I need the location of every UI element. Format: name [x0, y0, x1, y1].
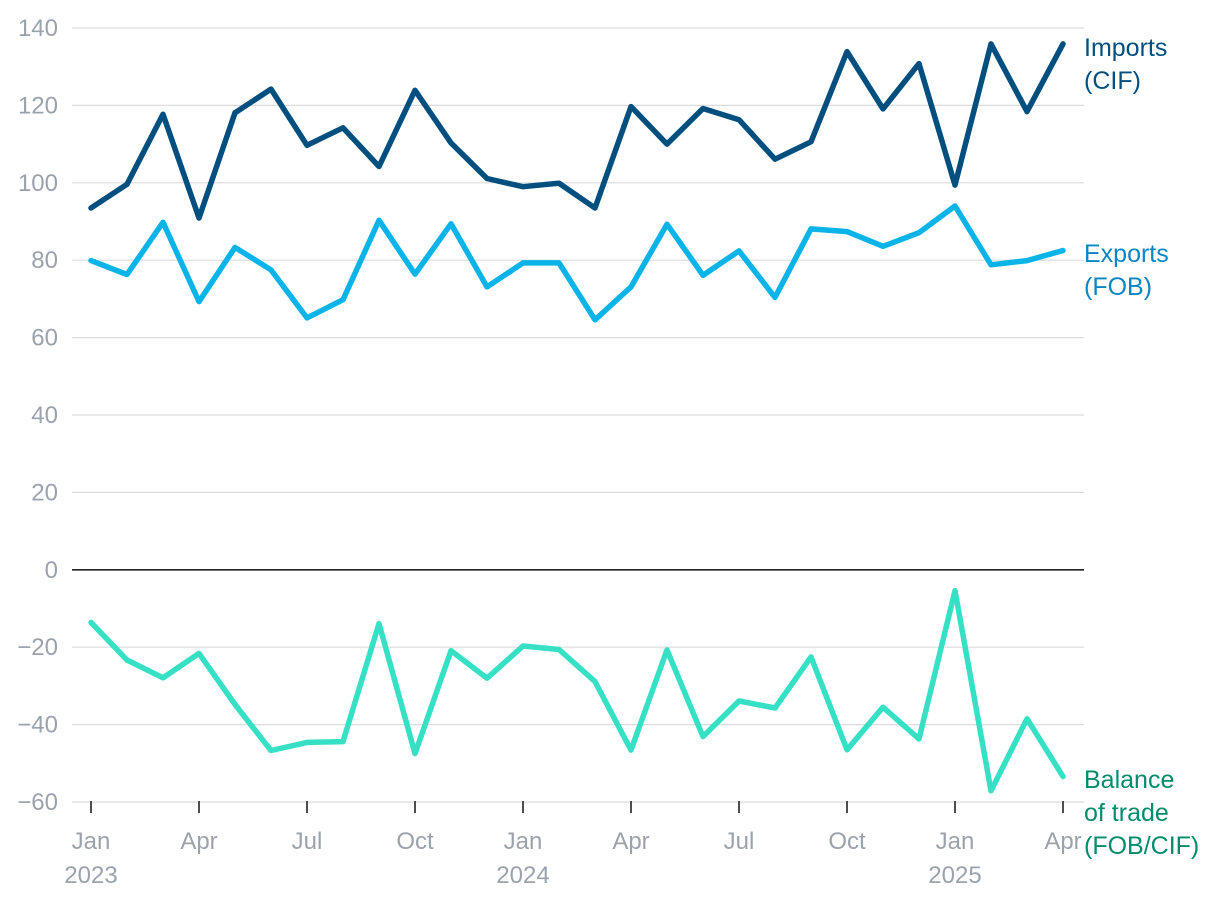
- x-tick-label: Apr: [1044, 828, 1081, 855]
- x-tick-label: Jan: [936, 828, 975, 855]
- y-tick-label: 140: [18, 15, 58, 42]
- y-tick-label: −20: [17, 634, 58, 661]
- gridlines: [72, 27, 1084, 803]
- series-label-imports: Imports: [1084, 34, 1167, 62]
- series-lines: [88, 41, 1066, 794]
- x-tick-label: Apr: [612, 828, 649, 855]
- series-label-balance: of trade: [1084, 799, 1169, 827]
- x-tick-label: Apr: [180, 828, 217, 855]
- x-tick-label: Jan: [72, 828, 111, 855]
- y-axis: 140 120 100 80 60 40 20 0 −20 −40 −60: [17, 15, 58, 816]
- x-tick-year-label: 2025: [928, 862, 981, 889]
- y-tick-label: −40: [17, 712, 58, 739]
- x-tick-label: Jan: [504, 828, 543, 855]
- x-tick-label: Jul: [724, 828, 755, 855]
- series-line-imports: [88, 41, 1066, 221]
- x-tick-year-label: 2023: [64, 862, 117, 889]
- series-label-balance: Balance: [1084, 766, 1174, 794]
- y-tick-label: 120: [18, 92, 58, 119]
- y-tick-label: 60: [31, 325, 58, 352]
- series-labels: Imports (CIF) Exports (FOB) Balance of trade (…: [1084, 34, 1199, 860]
- series-label-balance: (FOB/CIF): [1084, 832, 1199, 860]
- x-tick-label: Oct: [828, 828, 866, 855]
- series-label-exports: Exports: [1084, 240, 1169, 268]
- series-label-exports: (FOB): [1084, 273, 1152, 301]
- y-tick-label: 20: [31, 479, 58, 506]
- y-tick-label: 80: [31, 247, 58, 274]
- x-axis: Jan 2023 Apr Jul Oct Jan 2024 Apr Jul Oct Jan 2025 A…: [64, 801, 1082, 889]
- series-label-imports: (CIF): [1084, 67, 1141, 95]
- series-line-exports: [88, 203, 1066, 323]
- y-tick-label: 40: [31, 402, 58, 429]
- series-line-balance: [88, 587, 1066, 794]
- x-tick-label: Oct: [396, 828, 434, 855]
- x-tick-label: Jul: [292, 828, 323, 855]
- y-tick-label: 100: [18, 170, 58, 197]
- y-tick-label: 0: [45, 557, 58, 584]
- x-tick-year-label: 2024: [496, 862, 549, 889]
- y-tick-label: −60: [17, 789, 58, 816]
